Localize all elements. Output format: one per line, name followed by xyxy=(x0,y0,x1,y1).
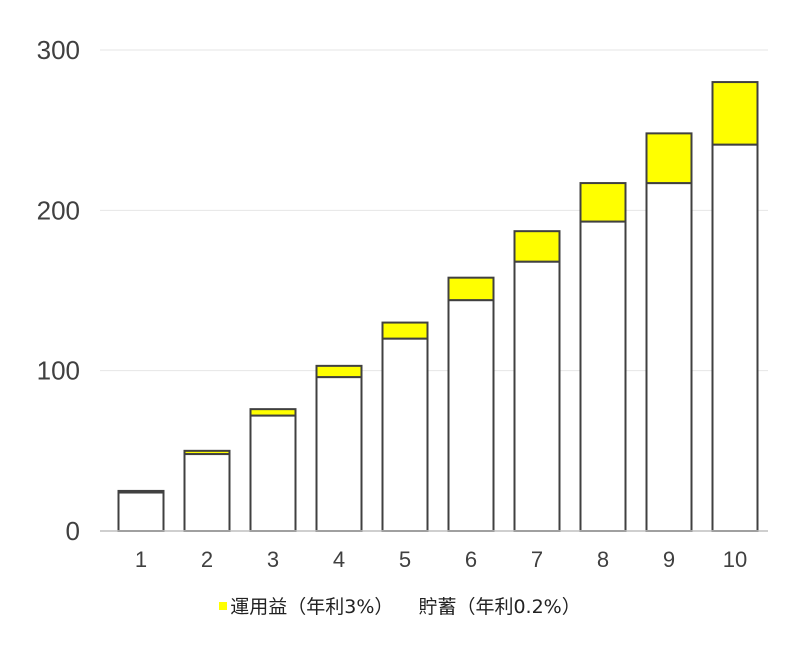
bar-savings xyxy=(711,143,759,532)
bar-savings xyxy=(579,220,627,532)
bar-investment-return xyxy=(711,81,759,146)
x-tick-label: 5 xyxy=(399,547,411,572)
bar-savings xyxy=(513,260,561,532)
legend-swatch-white xyxy=(407,601,416,610)
bar-investment-return xyxy=(315,364,363,379)
bar-investment-return xyxy=(447,276,495,302)
x-axis-tick-labels: 1 2 3 4 5 6 7 8 9 10 xyxy=(135,547,747,572)
y-tick-label: 0 xyxy=(66,516,80,546)
x-tick-label: 6 xyxy=(465,547,477,572)
legend-swatch-yellow xyxy=(219,601,228,610)
bars xyxy=(117,81,759,533)
bar-investment-return xyxy=(183,449,231,456)
y-axis-tick-labels: 0 100 200 300 xyxy=(37,35,80,546)
x-tick-label: 1 xyxy=(135,547,147,572)
x-tick-label: 3 xyxy=(267,547,279,572)
x-tick-label: 7 xyxy=(531,547,543,572)
bar-savings xyxy=(315,376,363,532)
y-tick-label: 200 xyxy=(37,195,80,225)
legend: 運用益（年利3%） 貯蓄（年利0.2%） xyxy=(0,592,800,619)
bar-investment-return xyxy=(513,230,561,263)
y-tick-label: 100 xyxy=(37,356,80,386)
bar-investment-return xyxy=(381,321,429,340)
bar-investment-return xyxy=(579,182,627,223)
bar-investment-return xyxy=(117,489,165,494)
x-tick-label: 4 xyxy=(333,547,345,572)
x-tick-label: 10 xyxy=(723,547,747,572)
y-tick-label: 300 xyxy=(37,35,80,65)
bar-savings xyxy=(381,337,429,532)
x-tick-label: 9 xyxy=(663,547,675,572)
bar-investment-return xyxy=(249,408,297,417)
bar-savings xyxy=(117,491,165,532)
x-tick-label: 8 xyxy=(597,547,609,572)
legend-item-investment-return: 運用益（年利3%） xyxy=(219,592,393,619)
stacked-bar-chart: 0 100 200 300 1 2 3 4 5 6 7 8 9 10 xyxy=(37,35,768,572)
legend-item-savings: 貯蓄（年利0.2%） xyxy=(407,592,581,619)
bar-savings xyxy=(645,182,693,532)
x-tick-label: 2 xyxy=(201,547,213,572)
legend-label-investment-return: 運用益（年利3%） xyxy=(230,596,394,618)
bar-investment-return xyxy=(645,132,693,185)
bar-savings xyxy=(183,453,231,533)
bar-savings xyxy=(447,299,495,532)
legend-label-savings: 貯蓄（年利0.2%） xyxy=(418,596,581,618)
bar-savings xyxy=(249,414,297,532)
